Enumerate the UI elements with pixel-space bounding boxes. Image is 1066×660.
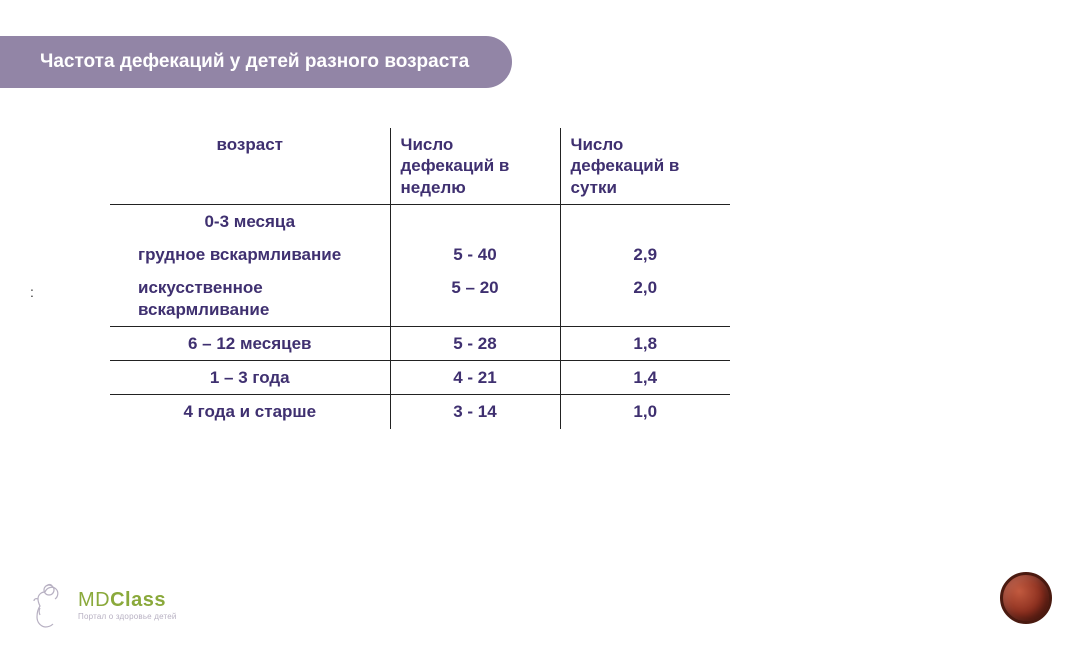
logo-tagline: Портал о здоровье детей	[78, 612, 177, 621]
table-header-row: возраст Число дефекаций в неделю Число д…	[110, 128, 730, 204]
table-row: искусственное вскармливание 5 – 20 2,0	[110, 271, 730, 326]
mdclass-logo: MDClass Портал о здоровье детей	[30, 580, 177, 630]
cell-day-formula: 2,0	[560, 271, 730, 326]
logo-text: MDClass Портал о здоровье детей	[78, 589, 177, 621]
cell-week-6-12: 5 - 28	[390, 326, 560, 360]
cell-age-4plus: 4 года и старше	[110, 395, 390, 429]
table-row: 1 – 3 года 4 - 21 1,4	[110, 361, 730, 395]
cell-age-breast: грудное вскармливание	[110, 238, 390, 271]
cell-day-1-3: 1,4	[560, 361, 730, 395]
cell-empty	[390, 204, 560, 238]
cell-week-breast: 5 - 40	[390, 238, 560, 271]
slide-title: Частота дефекаций у детей разного возрас…	[40, 51, 469, 73]
cell-age-group-0-3: 0-3 месяца	[110, 204, 390, 238]
slide-root: Частота дефекаций у детей разного возрас…	[0, 0, 1066, 660]
header-per-day: Число дефекаций в сутки	[560, 128, 730, 204]
wax-seal-icon	[1000, 572, 1052, 624]
defecation-frequency-table: возраст Число дефекаций в неделю Число д…	[110, 128, 730, 429]
cell-week-formula: 5 – 20	[390, 271, 560, 326]
child-silhouette-icon	[30, 580, 72, 630]
cell-age-formula: искусственное вскармливание	[110, 271, 390, 326]
cell-week-4plus: 3 - 14	[390, 395, 560, 429]
cell-empty	[560, 204, 730, 238]
table-row: 0-3 месяца	[110, 204, 730, 238]
cell-day-6-12: 1,8	[560, 326, 730, 360]
cell-day-breast: 2,9	[560, 238, 730, 271]
cell-age-6-12: 6 – 12 месяцев	[110, 326, 390, 360]
table-row: грудное вскармливание 5 - 40 2,9	[110, 238, 730, 271]
logo-brand-prefix: MD	[78, 589, 110, 611]
logo-brand: MDClass	[78, 589, 177, 612]
cell-week-1-3: 4 - 21	[390, 361, 560, 395]
title-bar: Частота дефекаций у детей разного возрас…	[0, 36, 512, 88]
table-row: 6 – 12 месяцев 5 - 28 1,8	[110, 326, 730, 360]
cell-age-1-3: 1 – 3 года	[110, 361, 390, 395]
header-per-week: Число дефекаций в неделю	[390, 128, 560, 204]
colon-decor: :	[30, 284, 34, 300]
cell-day-4plus: 1,0	[560, 395, 730, 429]
logo-brand-suffix: Class	[110, 589, 166, 611]
table-row: 4 года и старше 3 - 14 1,0	[110, 395, 730, 429]
header-age: возраст	[110, 128, 390, 204]
